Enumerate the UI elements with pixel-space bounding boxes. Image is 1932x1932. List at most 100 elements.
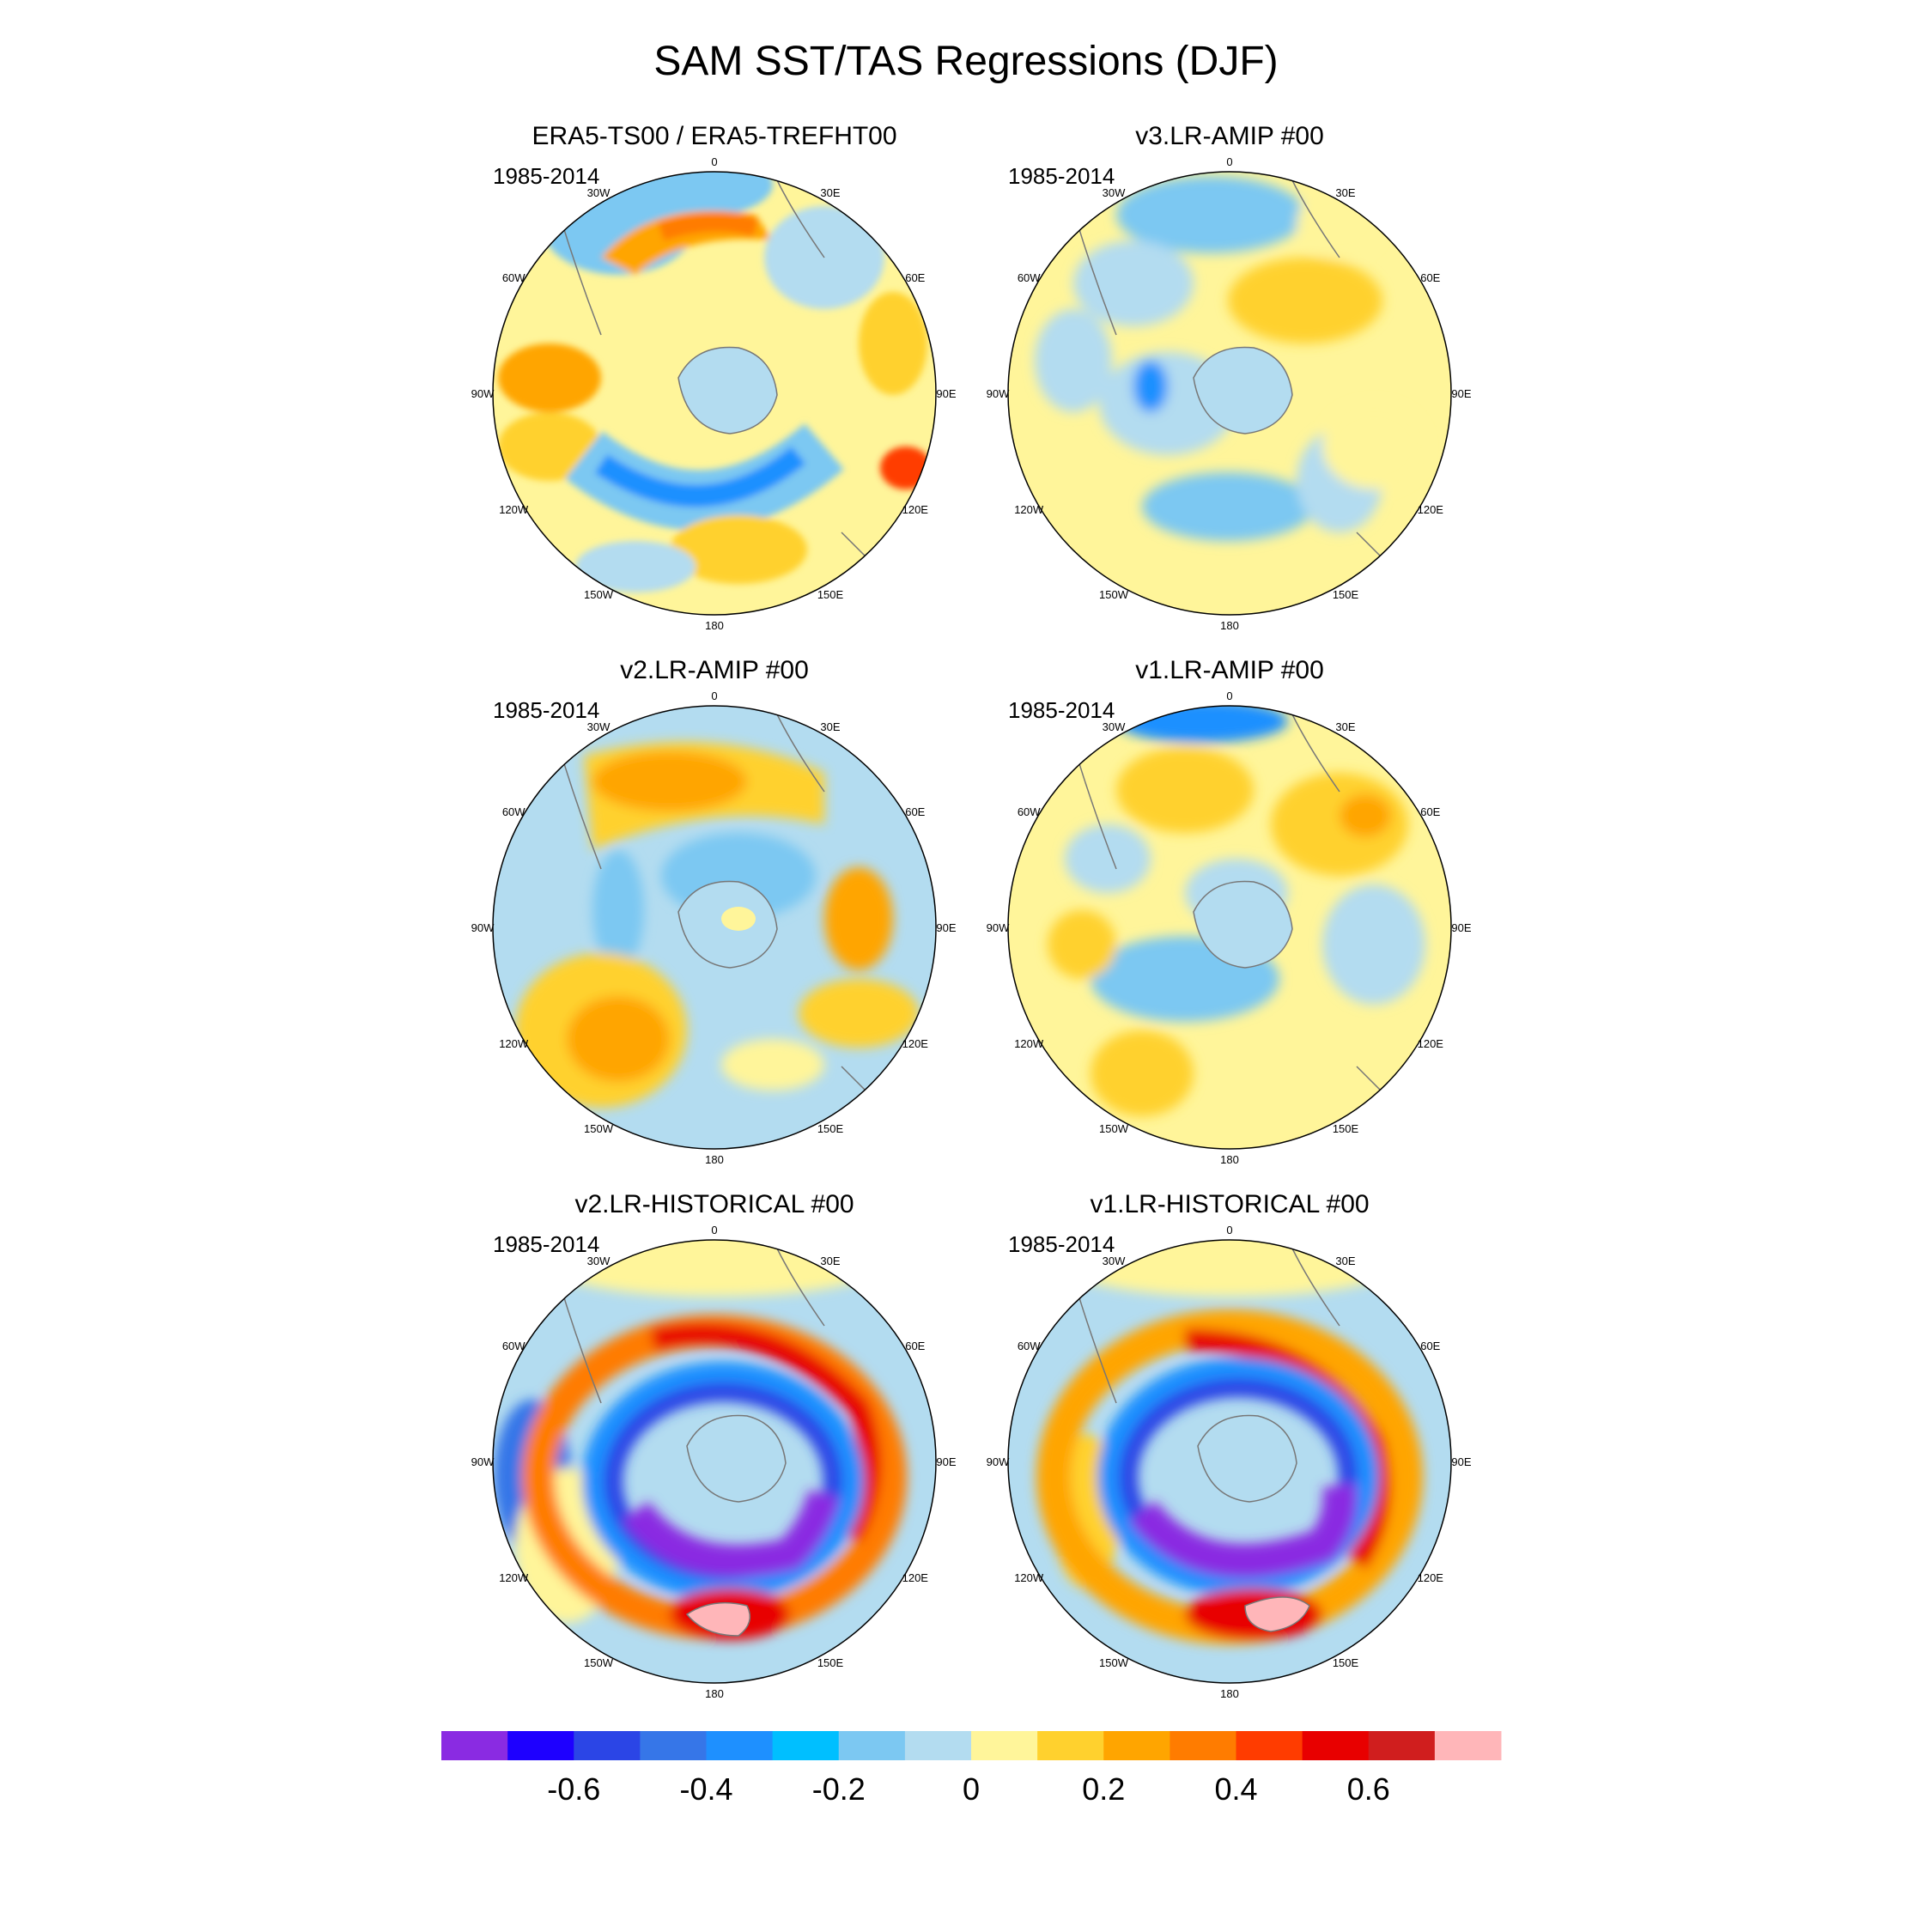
colorbar-tick-label: 0.6	[1347, 1771, 1390, 1807]
panel-v2-historical: v2.LR-HISTORICAL #00 1985-2014	[492, 1190, 937, 1684]
longitude-label: 30E	[1335, 720, 1355, 733]
panel-title: v2.LR-HISTORICAL #00	[574, 1190, 854, 1218]
colorbar: -0.6 -0.4 -0.2 0 0.2 0.4 0.6	[441, 1731, 1502, 1807]
longitude-label: 150W	[1099, 1656, 1129, 1669]
longitude-label: 120E	[902, 503, 929, 516]
longitude-label: 90W	[471, 1455, 495, 1468]
longitude-label: 90E	[936, 387, 956, 400]
longitude-label: 150E	[1333, 1122, 1359, 1135]
longitude-label: 120W	[1014, 1571, 1044, 1584]
longitude-label: 120E	[902, 1037, 929, 1050]
longitude-label: 60W	[502, 1340, 526, 1352]
longitude-label: 60E	[905, 271, 925, 284]
longitude-label: 30W	[1103, 720, 1126, 733]
colorbar-tick-label: 0.2	[1082, 1771, 1125, 1807]
map-field	[493, 172, 936, 615]
period-label: 1985-2014	[1008, 697, 1115, 723]
colorbar-tick-label: -0.6	[547, 1771, 600, 1807]
longitude-label: 60W	[502, 271, 526, 284]
longitude-label: 90E	[936, 921, 956, 934]
longitude-label: 60E	[905, 805, 925, 818]
longitude-label: 150E	[817, 1656, 844, 1669]
panel-title: v1.LR-HISTORICAL #00	[1090, 1190, 1369, 1218]
longitude-labels: 0 30E 60E 90E 120E 150E 180 150W 120W 90W 60W 30W 0 3…	[471, 155, 1472, 1700]
panel-v1-amip: v1.LR-AMIP #00 1985-2014	[1007, 656, 1452, 1150]
map-field	[1008, 1240, 1451, 1683]
colorbar-swatch	[640, 1731, 708, 1760]
longitude-label: 150E	[1333, 1656, 1359, 1669]
panel-v2-amip: v2.LR-AMIP #00 1985-2014	[492, 656, 937, 1150]
longitude-label: 60E	[905, 1340, 925, 1352]
longitude-label: 90E	[1451, 921, 1471, 934]
colorbar-swatch	[838, 1731, 906, 1760]
figure-title: SAM SST/TAS Regressions (DJF)	[653, 39, 1278, 84]
longitude-label: 30E	[820, 720, 840, 733]
longitude-label: 60W	[1018, 805, 1041, 818]
longitude-label: 120W	[499, 1571, 529, 1584]
longitude-label: 90E	[1451, 1455, 1471, 1468]
longitude-label: 180	[705, 619, 724, 632]
colorbar-swatch	[1368, 1731, 1436, 1760]
colorbar-swatch	[1103, 1731, 1170, 1760]
longitude-label: 90W	[471, 387, 495, 400]
longitude-label: 0	[711, 155, 717, 168]
colorbar-tick-label: -0.2	[812, 1771, 866, 1807]
longitude-label: 120W	[1014, 1037, 1044, 1050]
longitude-label: 120E	[1418, 1571, 1444, 1584]
panel-v1-historical: v1.LR-HISTORICAL #00 1985-2014	[1007, 1190, 1452, 1684]
longitude-label: 30W	[1103, 1255, 1126, 1267]
map-boundary	[492, 171, 937, 616]
longitude-label: 30E	[1335, 186, 1355, 199]
longitude-label: 120W	[499, 503, 529, 516]
period-label: 1985-2014	[1008, 163, 1115, 189]
panel-title: v2.LR-AMIP #00	[620, 656, 809, 684]
colorbar-swatch	[507, 1731, 574, 1760]
longitude-label: 150E	[817, 1122, 844, 1135]
longitude-label: 30E	[820, 186, 840, 199]
longitude-label: 60E	[1420, 271, 1440, 284]
map-boundary	[492, 1239, 937, 1684]
longitude-label: 30W	[587, 1255, 611, 1267]
longitude-label: 120E	[1418, 503, 1444, 516]
longitude-label: 30W	[1103, 186, 1126, 199]
colorbar-swatch	[706, 1731, 774, 1760]
longitude-label: 60W	[1018, 1340, 1041, 1352]
colorbar-swatch	[1302, 1731, 1370, 1760]
colorbar-swatch	[904, 1731, 972, 1760]
longitude-label: 180	[1220, 1153, 1239, 1166]
colorbar-swatch	[1434, 1731, 1502, 1760]
panel-v3-amip: v3.LR-AMIP #00 1985-2014	[1007, 122, 1452, 616]
period-label: 1985-2014	[493, 697, 599, 723]
longitude-label: 150E	[1333, 588, 1359, 601]
longitude-label: 60W	[1018, 271, 1041, 284]
longitude-label: 30E	[820, 1255, 840, 1267]
colorbar-swatch	[1236, 1731, 1303, 1760]
longitude-label: 60W	[502, 805, 526, 818]
panel-title: ERA5-TS00 / ERA5-TREFHT00	[532, 122, 896, 150]
longitude-label: 90W	[987, 921, 1010, 934]
colorbar-tick-label: -0.4	[679, 1771, 732, 1807]
longitude-label: 90E	[1451, 387, 1471, 400]
longitude-label: 150E	[817, 588, 844, 601]
colorbar-swatch	[1170, 1731, 1237, 1760]
longitude-label: 150W	[584, 1122, 614, 1135]
longitude-label: 30W	[587, 720, 611, 733]
longitude-label: 180	[1220, 1687, 1239, 1700]
longitude-label: 90E	[936, 1455, 956, 1468]
longitude-label: 60E	[1420, 805, 1440, 818]
map-boundary	[1007, 171, 1452, 616]
longitude-label: 0	[1226, 155, 1232, 168]
longitude-label: 150W	[1099, 1122, 1129, 1135]
period-label: 1985-2014	[493, 163, 599, 189]
longitude-label: 120E	[1418, 1037, 1444, 1050]
map-boundary	[492, 705, 937, 1150]
longitude-label: 30W	[587, 186, 611, 199]
map-field	[1008, 172, 1451, 615]
colorbar-swatch	[772, 1731, 840, 1760]
longitude-label: 0	[1226, 690, 1232, 702]
colorbar-tick-label: 0.4	[1214, 1771, 1257, 1807]
longitude-label: 180	[1220, 619, 1239, 632]
panel-era5: ERA5-TS00 / ERA5-TREFHT00 1985-2014	[492, 122, 937, 616]
colorbar-swatch	[441, 1731, 508, 1760]
